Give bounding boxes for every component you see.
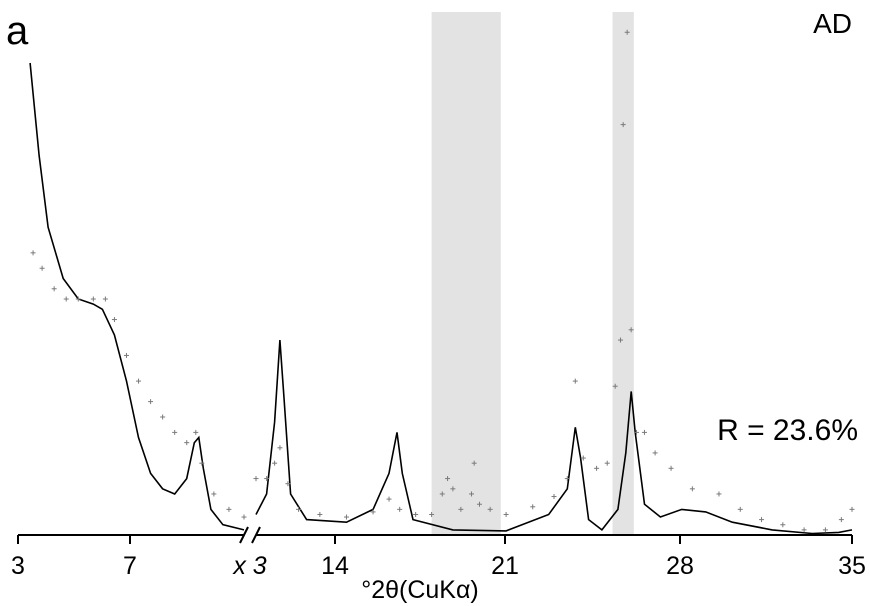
axis-break-mark-1 <box>239 526 249 544</box>
observed-point <box>172 429 178 435</box>
observed-point <box>413 511 419 517</box>
observed-point <box>51 286 57 292</box>
observed-point <box>296 506 302 512</box>
observed-point <box>272 460 278 466</box>
observed-point <box>801 527 807 533</box>
x-tick-label: 28 <box>666 552 694 580</box>
observed-point <box>604 460 610 466</box>
observed-point <box>759 517 765 523</box>
observed-point <box>471 460 477 466</box>
observed-point <box>285 481 291 487</box>
x-tick-label: x 3 <box>232 552 266 580</box>
observed-point <box>343 514 349 520</box>
observed-point <box>628 327 634 333</box>
observed-point <box>503 511 509 517</box>
observed-point <box>780 522 786 528</box>
observed-point <box>199 460 205 466</box>
x-tick-label: 35 <box>838 552 866 580</box>
observed-point <box>737 506 743 512</box>
observed-point <box>580 455 586 461</box>
observed-point <box>620 122 626 128</box>
observed-point <box>39 265 45 271</box>
observed-point <box>90 296 96 302</box>
observed-point <box>253 476 259 482</box>
observed-point <box>822 527 828 533</box>
observed-point <box>445 476 451 482</box>
observed-point <box>572 378 578 384</box>
observed-point <box>193 429 199 435</box>
observed-point <box>594 465 600 471</box>
observed-point <box>618 337 624 343</box>
observed-point <box>397 506 403 512</box>
sample-label: AD <box>813 8 852 39</box>
x-axis-title: °2θ(CuKα) <box>361 576 479 604</box>
observed-point <box>102 296 108 302</box>
observed-point <box>641 429 647 435</box>
observed-point <box>30 250 36 256</box>
observed-point <box>439 491 445 497</box>
observed-point <box>652 450 658 456</box>
observed-point <box>633 429 639 435</box>
observed-point <box>111 317 117 323</box>
observed-point <box>689 486 695 492</box>
panel-label: a <box>6 9 29 53</box>
observed-point <box>551 494 557 500</box>
observed-point <box>63 296 69 302</box>
x-tick-label: 3 <box>11 552 25 580</box>
observed-point <box>612 383 618 389</box>
observed-point <box>211 491 217 497</box>
x-tick-label: 7 <box>123 552 137 580</box>
r-factor-label: R = 23.6% <box>717 414 858 447</box>
observed-point <box>317 511 323 517</box>
observed-point <box>75 296 81 302</box>
observed-point <box>450 486 456 492</box>
observed-point <box>429 511 435 517</box>
x-tick-label: 21 <box>491 552 519 580</box>
observed-point <box>849 506 855 512</box>
observed-point <box>487 506 493 512</box>
observed-point <box>123 352 129 358</box>
observed-point <box>370 509 376 515</box>
highlight-band-2 <box>612 12 634 535</box>
observed-point <box>160 414 166 420</box>
observed-point <box>469 491 475 497</box>
observed-point <box>624 29 630 35</box>
observed-point <box>277 445 283 451</box>
calculated-profile-line-2 <box>255 340 853 535</box>
observed-point <box>530 504 536 510</box>
observed-point <box>838 517 844 523</box>
observed-point <box>148 399 154 405</box>
observed-point <box>241 514 247 520</box>
observed-point <box>477 501 482 507</box>
observed-point <box>386 496 392 502</box>
axis-break-mark-2 <box>251 526 261 544</box>
observed-point <box>226 506 232 512</box>
x-tick-label: 14 <box>321 552 349 580</box>
observed-point <box>458 506 464 512</box>
observed-point <box>564 476 570 482</box>
observed-point <box>184 440 190 446</box>
calculated-profile-line-1 <box>29 62 245 531</box>
observed-point <box>668 465 674 471</box>
observed-point <box>264 476 270 482</box>
highlight-band-1 <box>431 12 501 535</box>
observed-point <box>136 378 142 384</box>
observed-point <box>716 491 722 497</box>
